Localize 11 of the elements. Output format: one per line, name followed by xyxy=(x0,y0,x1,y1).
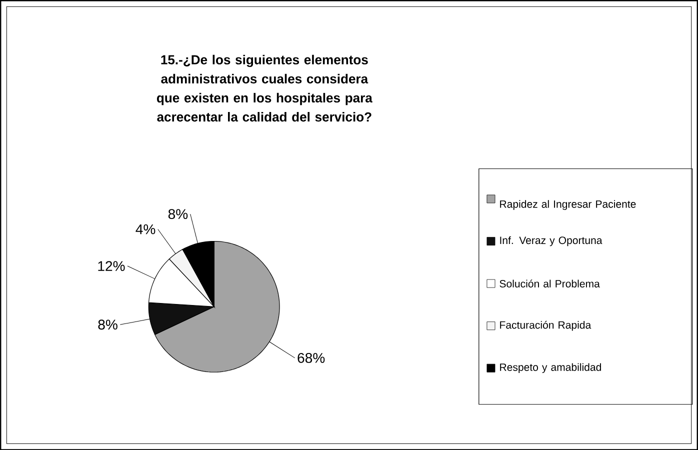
data-label: 4% xyxy=(136,224,156,234)
data-label: 68% xyxy=(298,352,325,363)
data-label: 8% xyxy=(98,320,118,330)
legend-label: Facturación Rapida xyxy=(500,320,592,331)
chart-title: 15.-¿De los siguientes elementos administrativos cuales considera que existen en los hospitales para acrecentar la calidad del servicio? xyxy=(156,54,372,122)
legend-label: Solución al Problema xyxy=(500,279,600,288)
data-label: 8% xyxy=(168,208,188,219)
legend-label: Rapidez al Ingresar Paciente xyxy=(500,200,636,210)
data-label: 12% xyxy=(98,260,125,271)
legend-label: Inf. Veraz y Oportuna xyxy=(500,236,602,246)
legend-label: Respeto y amabilidad xyxy=(500,363,601,373)
